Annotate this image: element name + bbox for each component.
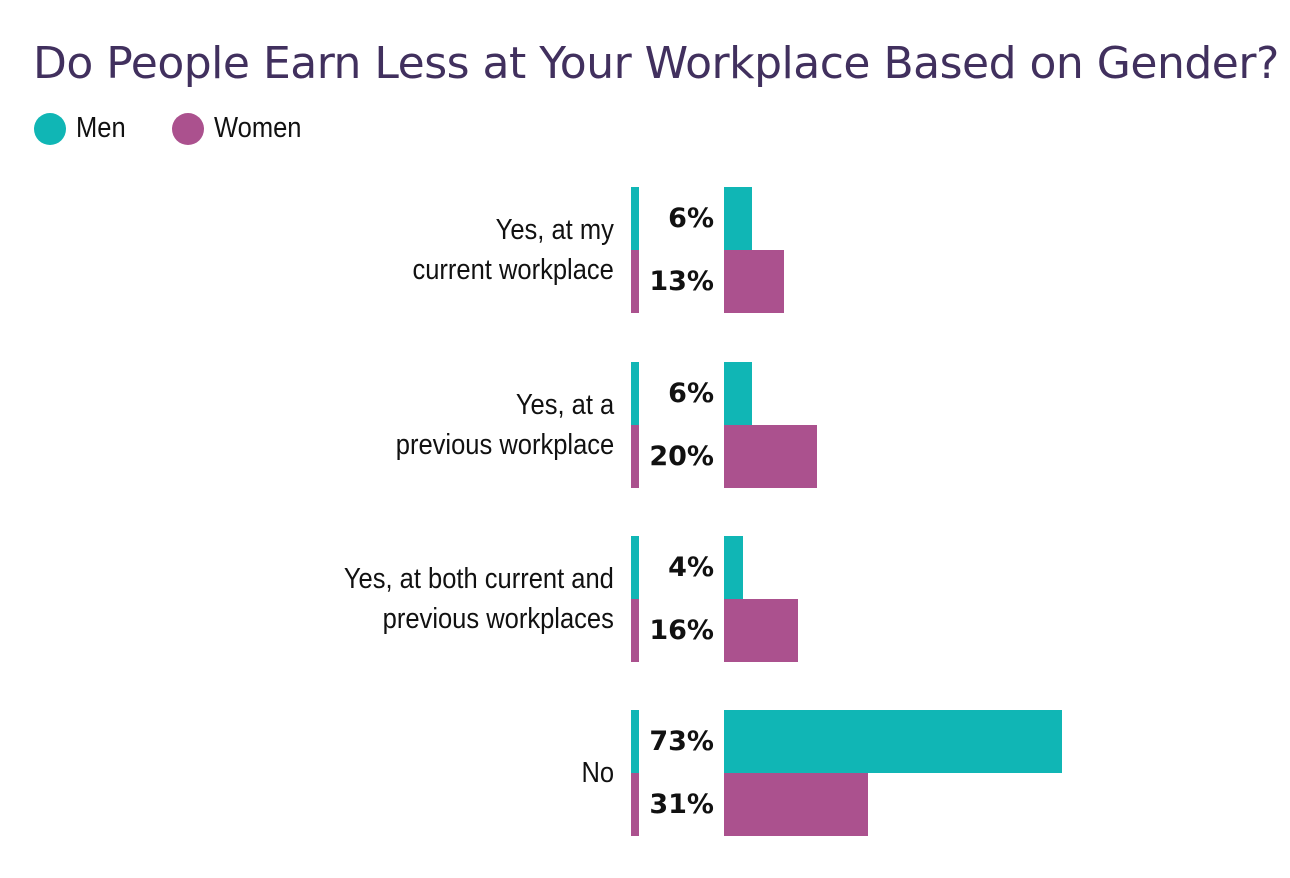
legend-item-men: Men — [34, 112, 132, 145]
women-axis-marker — [631, 599, 639, 662]
chart-title: Do People Earn Less at Your Workplace Ba… — [33, 38, 1279, 89]
men-bar — [724, 187, 752, 250]
women-value-label: 16% — [649, 615, 714, 646]
men-axis-marker — [631, 710, 639, 773]
women-axis-marker — [631, 250, 639, 313]
category-label: Yes, at my current workplace — [385, 187, 614, 313]
women-axis-marker — [631, 773, 639, 836]
bar-group: Yes, at my current workplace 6% 13% — [0, 187, 1290, 313]
women-bar — [724, 599, 798, 662]
legend: Men Women — [34, 112, 354, 145]
women-bar — [724, 773, 868, 836]
women-swatch-icon — [172, 112, 205, 145]
category-label-text: Yes, at a previous workplace — [395, 389, 614, 461]
bar-group: Yes, at both current and previous workpl… — [0, 536, 1290, 662]
category-label: Yes, at both current and previous workpl… — [307, 536, 614, 662]
women-bar — [724, 250, 784, 313]
men-value-label: 73% — [649, 726, 714, 757]
women-value-label: 13% — [649, 266, 714, 297]
legend-item-women: Women — [172, 112, 313, 145]
bar-group: Yes, at a previous workplace 6% 20% — [0, 362, 1290, 488]
category-label: No — [577, 710, 614, 836]
men-axis-marker — [631, 536, 639, 599]
legend-label: Men — [76, 112, 126, 144]
category-label: Yes, at a previous workplace — [366, 362, 614, 488]
women-axis-marker — [631, 425, 639, 488]
category-label-text: No — [581, 757, 614, 789]
category-label-text: Yes, at both current and previous workpl… — [343, 563, 614, 635]
legend-label: Women — [214, 112, 302, 144]
men-bar — [724, 362, 752, 425]
category-label-text: Yes, at my current workplace — [412, 214, 614, 286]
men-swatch-icon — [34, 112, 66, 145]
women-value-label: 31% — [649, 789, 714, 820]
men-value-label: 4% — [668, 552, 714, 583]
bar-group: No 73% 31% — [0, 710, 1290, 836]
women-value-label: 20% — [649, 441, 714, 472]
men-bar — [724, 710, 1062, 773]
men-value-label: 6% — [668, 203, 714, 234]
women-bar — [724, 425, 817, 488]
men-axis-marker — [631, 187, 639, 250]
men-axis-marker — [631, 362, 639, 425]
men-bar — [724, 536, 743, 599]
men-value-label: 6% — [668, 378, 714, 409]
